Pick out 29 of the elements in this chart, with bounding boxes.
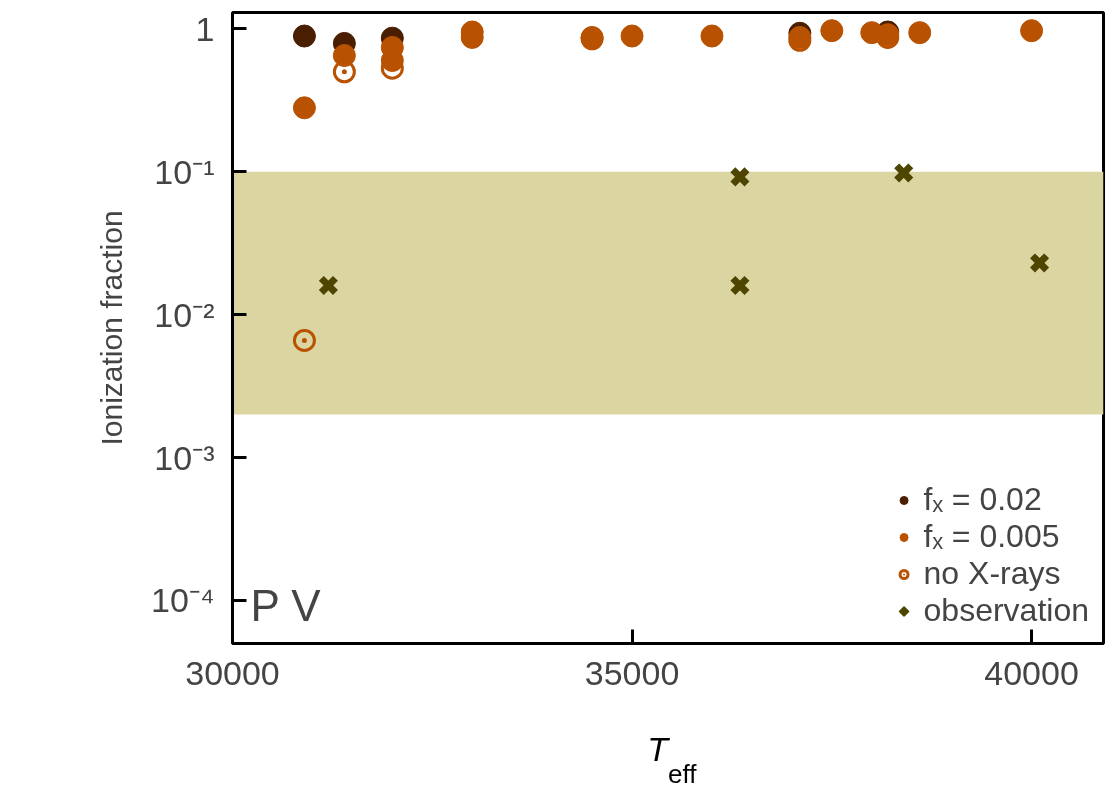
- legend-label: fₓ = 0.02: [923, 481, 1042, 518]
- y-axis-title: Ionization fraction: [95, 210, 129, 446]
- y-tick-label: 10⁻¹: [154, 152, 215, 191]
- point: [292, 328, 316, 352]
- y-tick-label: 10⁻⁴: [151, 581, 215, 620]
- x-tick-label: 30000: [185, 653, 280, 692]
- y-tick-label: 10⁻²: [154, 295, 215, 334]
- x-axis-title: Teff: [647, 730, 698, 789]
- y-tick-label: 1: [195, 9, 215, 48]
- y-tick-label: 10⁻³: [154, 438, 215, 477]
- point: [908, 21, 932, 45]
- point: [292, 24, 316, 48]
- x-tick-label: 40000: [984, 653, 1079, 692]
- point: [317, 274, 339, 297]
- point: [332, 60, 356, 84]
- point: [1029, 252, 1051, 274]
- point: [1020, 19, 1044, 43]
- legend-label: fₓ = 0.005: [923, 518, 1060, 555]
- point: [620, 24, 644, 48]
- legend-label: no X-rays: [923, 555, 1061, 592]
- x-tick-label: 35000: [584, 653, 680, 692]
- point: [893, 162, 915, 184]
- legend-label: observation: [923, 592, 1089, 629]
- point: [729, 166, 751, 188]
- point: [700, 24, 724, 48]
- point: [729, 274, 751, 297]
- point: [820, 19, 844, 43]
- point: [292, 96, 316, 120]
- annotation: P V: [250, 580, 322, 630]
